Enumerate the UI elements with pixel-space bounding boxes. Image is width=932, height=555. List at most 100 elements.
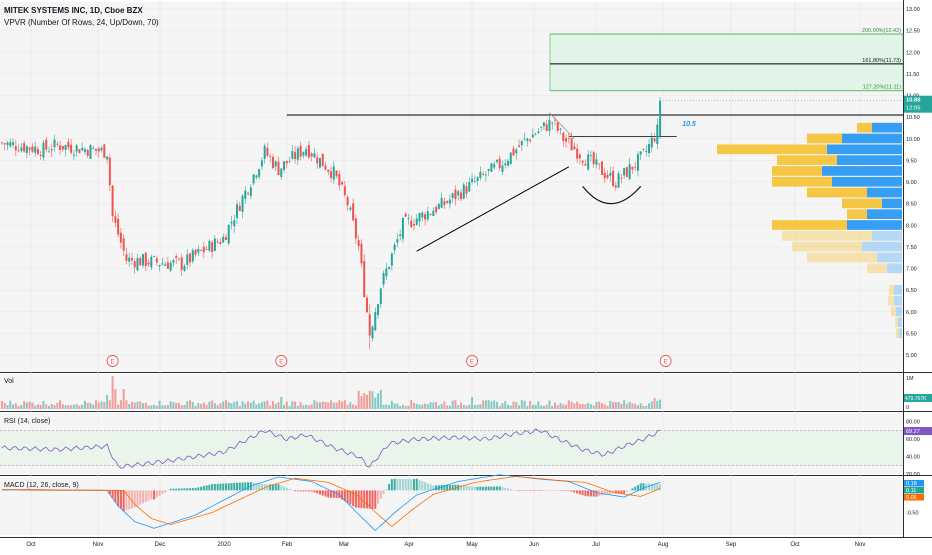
volume-bar xyxy=(310,404,313,409)
volume-bar xyxy=(388,405,391,409)
macd-histogram-bar xyxy=(56,490,59,491)
vpvr-indicator-title[interactable]: VPVR (Number Of Rows, 24, Up/Down, 70) xyxy=(4,18,159,27)
candle-body xyxy=(247,192,250,194)
candle-body xyxy=(365,297,368,313)
macd-histogram-bar xyxy=(623,490,626,494)
macd-histogram-bar xyxy=(357,490,360,508)
macd-histogram-bar xyxy=(271,484,274,491)
macd-histogram-bar xyxy=(589,490,592,497)
volume-bar xyxy=(504,401,507,409)
volume-profile-down-bar xyxy=(842,198,882,209)
candle-body xyxy=(213,238,216,251)
candle-body xyxy=(603,172,606,179)
last-price-tag xyxy=(904,95,932,113)
volume-profile-up-bar xyxy=(894,285,902,295)
volume-bar xyxy=(457,405,460,409)
macd-histogram-bar xyxy=(36,490,39,491)
rsi-last-tag xyxy=(904,427,932,436)
candle-body xyxy=(130,258,133,261)
candle-body xyxy=(111,185,114,217)
volume-last-label: 479.767K xyxy=(905,396,927,402)
volume-bar xyxy=(565,404,568,409)
candle-body xyxy=(186,254,189,265)
fib-extension-zone[interactable] xyxy=(549,33,904,92)
macd-histogram-bar xyxy=(612,490,615,494)
macd-histogram-bar xyxy=(3,490,6,491)
earnings-marker[interactable] xyxy=(659,355,672,367)
candle-body xyxy=(451,193,454,198)
candle-body xyxy=(56,143,59,145)
volume-bar xyxy=(106,395,109,409)
candle-body xyxy=(443,201,446,205)
macd-histogram-bar xyxy=(114,490,117,503)
rsi-y-tick: 20.00 xyxy=(906,472,920,478)
candle-body xyxy=(25,146,28,153)
macd-histogram-bar xyxy=(393,478,396,491)
macd-histogram-bar xyxy=(23,490,26,491)
volume-bar xyxy=(139,401,142,409)
candle-body xyxy=(180,257,183,270)
macd-histogram-bar xyxy=(130,490,133,509)
candle-body xyxy=(343,186,346,195)
macd-histogram-bar xyxy=(122,490,125,512)
macd-histogram-bar xyxy=(155,490,158,498)
candle-body xyxy=(36,149,39,155)
macd-histogram-bar xyxy=(567,490,570,491)
candle-body xyxy=(53,139,56,148)
candle-body xyxy=(529,139,532,142)
macd-histogram-bar xyxy=(144,490,147,503)
symbol-title[interactable]: MITEK SYSTEMS INC, 1D, Cboe BZX xyxy=(4,6,143,15)
volume-bar xyxy=(490,401,493,409)
candle-body xyxy=(446,201,449,203)
volume-bar xyxy=(34,405,37,409)
volume-bar xyxy=(435,402,438,409)
candle-body xyxy=(327,169,330,172)
volume-bar xyxy=(255,404,258,409)
x-tick-label: Feb xyxy=(282,542,293,548)
volume-bar xyxy=(114,389,117,409)
macd-histogram-bar xyxy=(554,490,556,491)
macd-histogram-bar xyxy=(283,486,286,491)
volume-profile-up-bar xyxy=(882,198,902,209)
volume-bar xyxy=(349,402,352,409)
macd-histogram-bar xyxy=(537,490,540,491)
volume-bar xyxy=(208,401,211,409)
candle-body xyxy=(208,240,211,251)
earnings-marker[interactable] xyxy=(275,355,288,367)
x-tick-label: May xyxy=(466,542,477,548)
macd-histogram-bar xyxy=(189,488,192,491)
volume-bar xyxy=(17,405,20,409)
earnings-marker[interactable] xyxy=(466,355,478,367)
macd-histogram-bar xyxy=(119,490,122,509)
macd-value-label: 0.11 xyxy=(906,488,916,494)
candle-body xyxy=(589,155,592,157)
candle-body xyxy=(570,138,573,151)
macd-histogram-bar xyxy=(614,490,617,494)
y-tick-label: 5.00 xyxy=(906,353,917,359)
volume-bar xyxy=(487,400,490,409)
macd-histogram-bar xyxy=(576,490,579,494)
macd-histogram-bar xyxy=(164,490,167,493)
volume-bar xyxy=(227,402,230,409)
macd-histogram-bar xyxy=(321,490,324,496)
cup-pattern-arc[interactable] xyxy=(582,185,642,205)
volume-bar xyxy=(578,404,581,409)
macd-histogram-bar xyxy=(429,484,432,491)
earnings-marker[interactable] xyxy=(106,355,119,367)
candle-body xyxy=(117,218,120,235)
candle-body xyxy=(238,205,241,211)
volume-bar xyxy=(567,400,570,409)
macd-histogram-bar xyxy=(578,490,581,495)
macd-histogram-bar xyxy=(153,490,156,500)
candle-body xyxy=(385,268,388,277)
macd-histogram-bar xyxy=(448,484,451,491)
ascending-trendline[interactable] xyxy=(416,166,570,252)
candle-body xyxy=(526,138,529,142)
candle-body xyxy=(222,236,225,243)
candle-body xyxy=(354,218,357,239)
candle-body xyxy=(515,149,518,154)
volume-bar xyxy=(379,389,382,409)
volume-bar xyxy=(175,403,178,409)
candle-body xyxy=(592,152,595,165)
